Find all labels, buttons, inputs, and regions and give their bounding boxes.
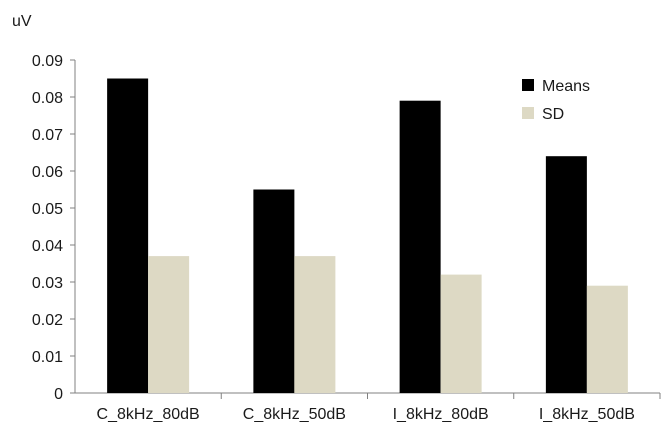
bar-means-i_8khz_80db	[399, 100, 441, 393]
legend-swatch-sd	[522, 107, 534, 119]
bar-means-i_8khz_50db	[545, 156, 587, 393]
y-tick-label: 0.06	[32, 164, 63, 181]
legend-label-means: Means	[542, 78, 590, 95]
bar-means-c_8khz_80db	[107, 78, 149, 393]
y-tick-label: 0	[54, 386, 63, 403]
legend-label-sd: SD	[542, 106, 564, 123]
y-tick-label: 0.03	[32, 275, 63, 292]
bar-sd-c_8khz_80db	[148, 256, 190, 393]
y-tick-label: 0.09	[32, 53, 63, 70]
bar-sd-c_8khz_50db	[294, 256, 336, 393]
y-tick-label: 0.05	[32, 201, 63, 218]
x-tick-label: I_8kHz_80dB	[393, 406, 489, 423]
x-tick-label: C_8kHz_80dB	[97, 406, 200, 423]
bar-sd-i_8khz_50db	[586, 285, 628, 393]
y-axis-label: uV	[12, 13, 32, 30]
y-tick-label: 0.02	[32, 312, 63, 329]
y-tick-label: 0.01	[32, 349, 63, 366]
bar-sd-i_8khz_80db	[440, 274, 482, 393]
legend-swatch-means	[522, 79, 534, 91]
legend: Means SD	[522, 78, 590, 123]
x-tick-label: I_8kHz_50dB	[539, 406, 635, 423]
bar-means-c_8khz_50db	[253, 189, 295, 393]
y-tick-label: 0.07	[32, 127, 63, 144]
y-tick-label: 0.04	[32, 238, 63, 255]
y-tick-label: 0.08	[32, 90, 63, 107]
x-tick-label: C_8kHz_50dB	[243, 406, 346, 423]
